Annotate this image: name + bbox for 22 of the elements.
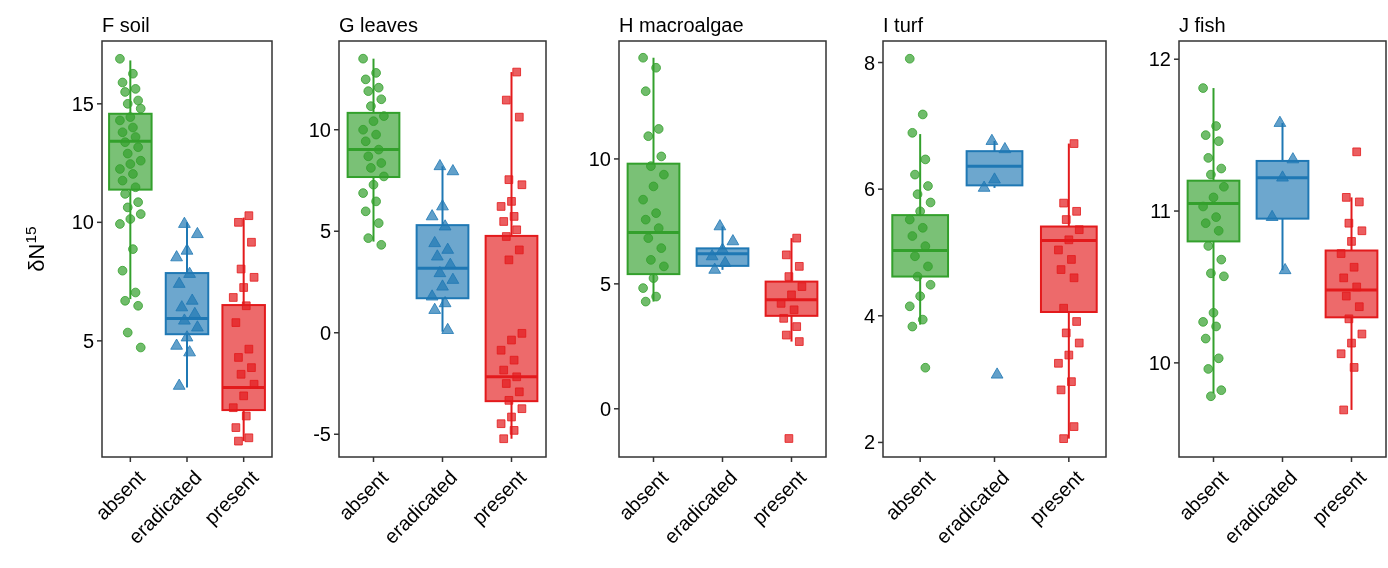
y-tick-label: 0 <box>599 397 611 420</box>
y-tick-label: 10 <box>588 147 611 170</box>
y-tick-label: 11 <box>1150 200 1171 223</box>
y-tick-label: 10 <box>308 118 331 141</box>
chart-title: F soil <box>102 14 150 36</box>
y-tick-label: 10 <box>71 211 94 234</box>
y-tick-label: 0 <box>319 321 331 344</box>
y-tick-label: 6 <box>863 178 875 201</box>
y-tick-label: 5 <box>599 272 611 295</box>
y-tick-label: -5 <box>313 423 331 446</box>
chart-title: H macroalgae <box>619 14 744 36</box>
chart-title: J fish <box>1179 14 1226 36</box>
chart-title: G leaves <box>339 14 418 36</box>
y-tick-label: 15 <box>71 92 94 115</box>
y-tick-label: 5 <box>319 220 331 243</box>
y-tick-label: 8 <box>863 51 875 74</box>
y-tick-label: 2 <box>863 431 875 454</box>
y-tick-label: 5 <box>82 329 94 352</box>
y-tick-label: 12 <box>1148 48 1171 71</box>
y-tick-label: 4 <box>863 304 875 327</box>
chart-title: I turf <box>883 14 924 36</box>
y-tick-label: 10 <box>1148 351 1171 374</box>
